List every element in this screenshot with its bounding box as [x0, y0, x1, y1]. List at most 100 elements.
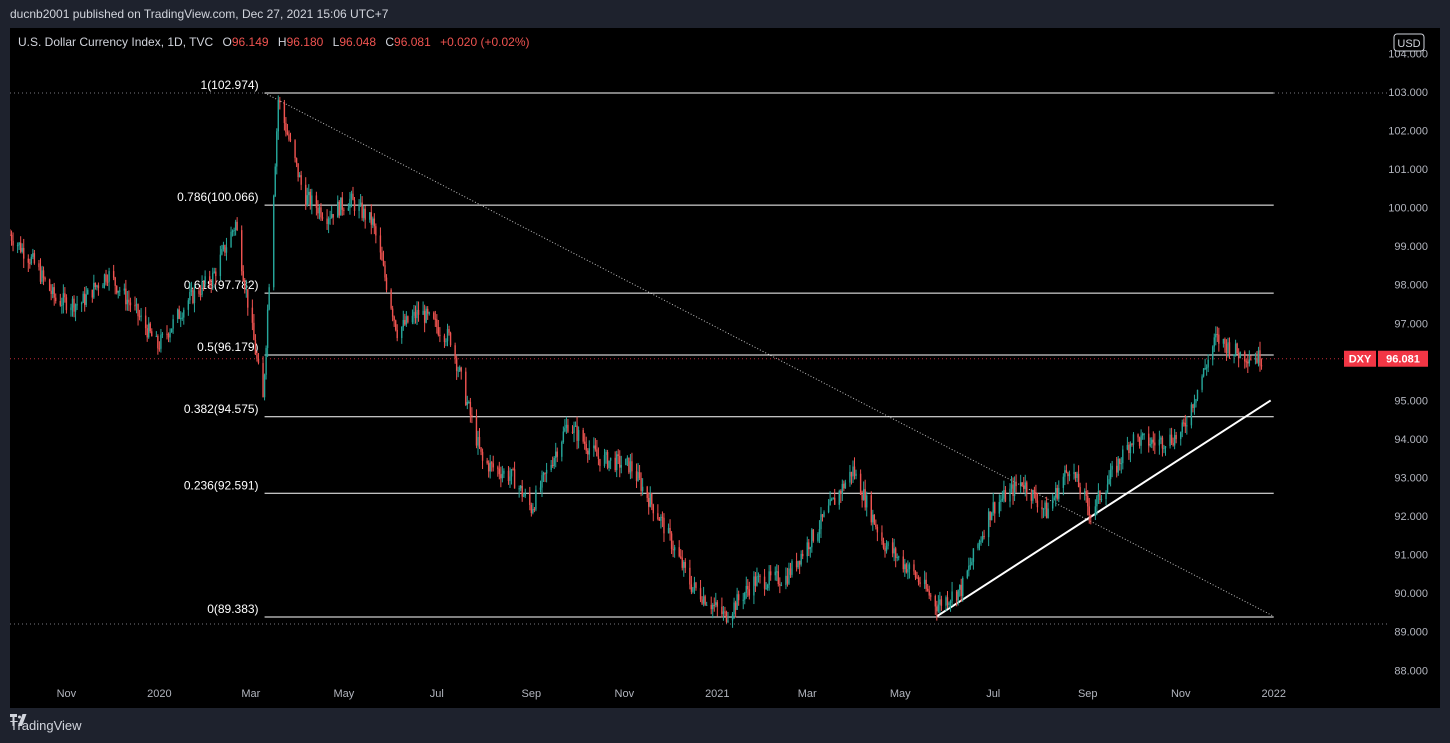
candle-body — [806, 542, 808, 557]
candle-body — [1222, 338, 1225, 344]
candle-body — [571, 431, 574, 433]
candle-body — [891, 542, 894, 554]
candle-body — [593, 445, 595, 449]
candle-body — [468, 401, 470, 403]
candle-body — [500, 474, 502, 479]
legend-close: 96.081 — [394, 35, 431, 49]
candle-body — [105, 274, 107, 282]
candle-body — [1116, 465, 1118, 473]
y-tick-label: 103.000 — [1388, 87, 1428, 99]
candle-body — [850, 471, 853, 477]
candle-body — [885, 546, 888, 552]
candle-body — [486, 460, 488, 464]
candle-body — [989, 511, 991, 520]
candle-body — [1169, 434, 1171, 447]
candle-body — [91, 289, 94, 298]
candle-body — [265, 347, 267, 375]
candle-body — [1119, 458, 1121, 464]
candle-body — [866, 495, 868, 508]
candle-body — [41, 270, 43, 282]
tradingview-logo-icon — [10, 714, 27, 726]
candle-body — [916, 577, 918, 579]
candle-body — [445, 341, 447, 343]
candle-body — [277, 100, 279, 132]
candle-body — [146, 328, 148, 338]
candle-body — [160, 334, 162, 349]
candle-body — [492, 463, 494, 468]
candle-body — [550, 465, 552, 470]
candle-body — [33, 253, 36, 264]
candle-body — [55, 297, 57, 302]
candle-body — [85, 294, 87, 305]
candle-body — [448, 329, 450, 333]
candle-body — [478, 437, 481, 448]
candle-body — [876, 526, 879, 533]
candle-body — [1193, 402, 1196, 409]
candle-body — [684, 562, 687, 568]
candle-body — [841, 483, 844, 494]
candle-body — [577, 430, 580, 441]
candle-body — [372, 218, 374, 225]
candle-body — [625, 458, 627, 466]
candle-body — [10, 234, 13, 241]
candle-body — [458, 367, 461, 371]
candle-body — [710, 604, 712, 610]
candle-body — [638, 472, 641, 478]
candle-body — [116, 285, 118, 293]
candle-body — [1149, 444, 1151, 446]
legend-high: 96.180 — [287, 35, 324, 49]
chart-pane[interactable]: 1(102.974) 0.786(100.066) 0.618(97.782) 0.5… — [10, 28, 1440, 708]
candle-body — [436, 319, 438, 328]
candle-body — [480, 447, 482, 452]
y-tick-label: 94.000 — [1394, 434, 1428, 446]
candle-body — [465, 371, 467, 405]
candle-body — [202, 282, 205, 285]
candle-body — [108, 271, 110, 282]
candle-body — [417, 309, 420, 315]
candle-body — [1259, 350, 1261, 366]
fib-level-label: 1(102.974) — [201, 78, 259, 92]
candle-body — [576, 425, 578, 441]
candle-body — [870, 495, 872, 523]
candle-body — [1215, 334, 1217, 338]
candle-body — [652, 504, 654, 514]
candle-body — [262, 363, 264, 398]
candle-body — [117, 290, 119, 293]
fibonacci-retracement[interactable]: 1(102.974)0.786(100.066)0.618(97.782)0.5… — [177, 78, 1274, 618]
candle-body — [606, 452, 609, 468]
candle-body — [1117, 458, 1119, 473]
trendlines[interactable] — [264, 92, 1274, 618]
candle-body — [193, 290, 196, 304]
candle-body — [923, 579, 926, 584]
candle-body — [364, 208, 366, 220]
candle-body — [692, 587, 694, 592]
candle-body — [1065, 470, 1068, 473]
x-tick-label: Nov — [57, 688, 77, 700]
candle-body — [832, 497, 834, 500]
candle-body — [1015, 481, 1017, 487]
candle-body — [759, 575, 761, 577]
price-chart[interactable]: 1(102.974)0.786(100.066)0.618(97.782)0.5… — [10, 28, 1440, 708]
publisher-text: ducnb2001 published on TradingView.com, … — [10, 7, 389, 21]
candle-body — [27, 258, 29, 263]
candle-body — [181, 317, 183, 319]
candle-body — [551, 465, 554, 467]
candle-body — [745, 585, 747, 593]
candle-body — [289, 139, 292, 141]
candle-body — [962, 577, 964, 596]
candle-body — [327, 218, 330, 224]
candle-body — [384, 265, 386, 278]
candle-body — [170, 328, 173, 333]
currency-badge[interactable]: USD — [1393, 33, 1425, 52]
candle-body — [256, 354, 258, 359]
candle-body — [1183, 422, 1185, 424]
candle-body — [838, 491, 840, 505]
candle-body — [285, 122, 287, 133]
candle-body — [253, 322, 255, 341]
candle-body — [1172, 442, 1174, 446]
candle-body — [574, 425, 577, 427]
candle-body — [798, 560, 801, 565]
candle-body — [532, 509, 534, 513]
candle-body — [1212, 346, 1214, 360]
candle-body — [852, 466, 854, 477]
